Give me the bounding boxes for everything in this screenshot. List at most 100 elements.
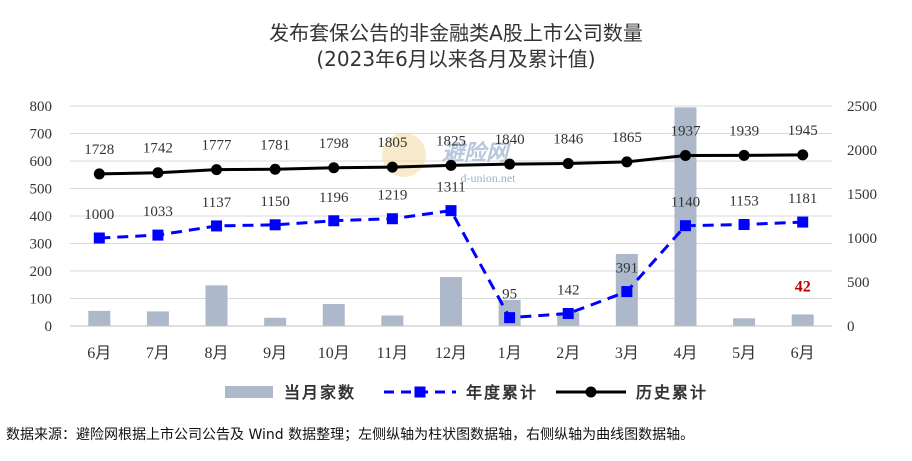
left-axis-tick-label: 800 xyxy=(30,99,53,115)
annual-cumulative-marker xyxy=(621,286,633,298)
annual-cumulative-data-label: 1311 xyxy=(436,180,465,196)
historical-cumulative-data-label: 1728 xyxy=(84,142,114,158)
bar xyxy=(381,315,404,326)
annual-cumulative-data-label: 1219 xyxy=(377,188,407,204)
chart-subtitle: (2023年6月以来各月及累计值) xyxy=(316,47,596,71)
right-axis-tick-label: 0 xyxy=(847,319,855,335)
bar xyxy=(322,304,345,326)
bar xyxy=(791,314,814,326)
source-note: 数据来源：避险网根据上市公司公告及 Wind 数据整理；左侧纵轴为柱状图数据轴，… xyxy=(6,427,695,443)
x-axis-tick-label: 9月 xyxy=(263,345,287,362)
x-axis-tick-label: 6月 xyxy=(791,345,815,362)
historical-cumulative-marker xyxy=(504,158,516,170)
historical-cumulative-marker xyxy=(93,168,105,180)
historical-cumulative-marker xyxy=(621,156,633,168)
annual-cumulative-marker xyxy=(269,219,281,231)
historical-cumulative-marker xyxy=(679,150,691,162)
right-axis-tick-label: 2500 xyxy=(847,99,877,115)
historical-cumulative-marker xyxy=(328,162,340,174)
x-axis-tick-label: 2月 xyxy=(556,345,580,362)
legend-annual-label: 年度累计 xyxy=(466,383,538,402)
annual-cumulative-marker xyxy=(93,232,105,244)
x-axis-tick-label: 3月 xyxy=(615,345,639,362)
historical-cumulative-data-label: 1825 xyxy=(436,133,466,149)
x-axis-tick-label: 6月 xyxy=(87,345,111,362)
historical-cumulative-marker xyxy=(738,149,750,161)
annual-cumulative-data-label: 142 xyxy=(557,283,580,299)
annual-cumulative-marker xyxy=(328,215,340,227)
left-axis-tick-label: 700 xyxy=(30,127,53,143)
bar xyxy=(264,317,287,326)
annual-cumulative-data-label: 1033 xyxy=(143,204,173,220)
bar xyxy=(146,311,169,326)
legend-historical-marker xyxy=(585,386,597,398)
annual-cumulative-data-label: 1140 xyxy=(671,195,700,211)
right-axis-tick-label: 1000 xyxy=(847,231,877,247)
left-axis-tick-label: 100 xyxy=(30,292,53,308)
historical-cumulative-marker xyxy=(445,159,457,171)
historical-cumulative-data-label: 1777 xyxy=(202,138,233,154)
watermark-url: d-union.net xyxy=(461,171,517,185)
left-axis-tick-label: 500 xyxy=(30,182,53,198)
historical-cumulative-marker xyxy=(562,158,574,170)
left-axis-tick-label: 300 xyxy=(30,237,53,253)
right-axis-tick-label: 1500 xyxy=(847,187,877,203)
right-axis-tick-label: 2000 xyxy=(847,143,877,159)
historical-cumulative-data-label: 1805 xyxy=(377,135,407,151)
annual-cumulative-marker xyxy=(504,312,516,324)
bar xyxy=(88,310,111,326)
annual-cumulative-marker xyxy=(211,220,223,232)
annual-cumulative-marker xyxy=(386,213,398,225)
x-axis-tick-label: 11月 xyxy=(377,345,408,362)
annual-cumulative-marker xyxy=(445,205,457,217)
historical-cumulative-data-label: 1846 xyxy=(553,132,584,148)
legend-bar-swatch xyxy=(225,386,273,398)
historical-cumulative-data-label: 1798 xyxy=(319,136,349,152)
x-axis-tick-label: 5月 xyxy=(732,345,756,362)
annual-cumulative-marker xyxy=(738,219,750,231)
left-axis-tick-label: 200 xyxy=(30,264,53,280)
left-axis-tick-label: 0 xyxy=(45,319,53,335)
historical-cumulative-data-label: 1781 xyxy=(260,137,290,153)
bar xyxy=(205,285,228,326)
historical-cumulative-marker xyxy=(386,161,398,173)
annual-cumulative-marker xyxy=(679,220,691,232)
historical-cumulative-marker xyxy=(269,163,281,175)
legend-historical-label: 历史累计 xyxy=(636,383,708,402)
annual-cumulative-marker xyxy=(152,229,164,241)
historical-cumulative-marker xyxy=(211,164,223,176)
annual-cumulative-data-label: 391 xyxy=(616,261,639,277)
historical-cumulative-data-label: 1865 xyxy=(612,130,642,146)
annual-cumulative-data-label: 1137 xyxy=(202,195,232,211)
historical-cumulative-marker xyxy=(797,149,809,161)
historical-cumulative-data-label: 1939 xyxy=(729,123,759,139)
x-axis-tick-label: 1月 xyxy=(498,345,522,362)
legend-bar-label: 当月家数 xyxy=(284,383,356,402)
chart-title: 发布套保公告的非金融类A股上市公司数量 xyxy=(269,21,643,45)
annual-cumulative-data-label: 1196 xyxy=(319,190,349,206)
x-axis-tick-label: 8月 xyxy=(205,345,229,362)
x-axis-tick-label: 4月 xyxy=(673,345,697,362)
annual-cumulative-data-label: 1150 xyxy=(260,194,289,210)
left-axis-tick-label: 600 xyxy=(30,154,53,170)
annual-cumulative-marker xyxy=(797,216,809,228)
bar xyxy=(674,107,697,326)
historical-cumulative-data-label: 1945 xyxy=(788,123,818,139)
bar-data-label: 42 xyxy=(795,278,811,295)
right-axis-tick-label: 500 xyxy=(847,275,870,291)
left-axis-tick-label: 400 xyxy=(30,209,53,225)
chart-canvas: 0 100 200 300 400 500 600 700 800 0 500 1000 1500 200… xyxy=(30,99,878,402)
x-axis-tick-label: 10月 xyxy=(318,345,350,362)
annual-cumulative-data-label: 1181 xyxy=(788,191,817,207)
historical-cumulative-data-label: 1840 xyxy=(495,132,525,148)
annual-cumulative-data-label: 1153 xyxy=(729,194,758,210)
x-axis-tick-label: 12月 xyxy=(435,345,467,362)
historical-cumulative-data-label: 1937 xyxy=(670,124,701,140)
bar xyxy=(440,277,462,326)
annual-cumulative-marker xyxy=(562,308,574,320)
legend-annual-marker xyxy=(414,386,426,398)
annual-cumulative-data-label: 95 xyxy=(502,287,517,303)
bar xyxy=(733,318,756,326)
historical-cumulative-marker xyxy=(152,167,164,179)
historical-cumulative-data-label: 1742 xyxy=(143,141,173,157)
